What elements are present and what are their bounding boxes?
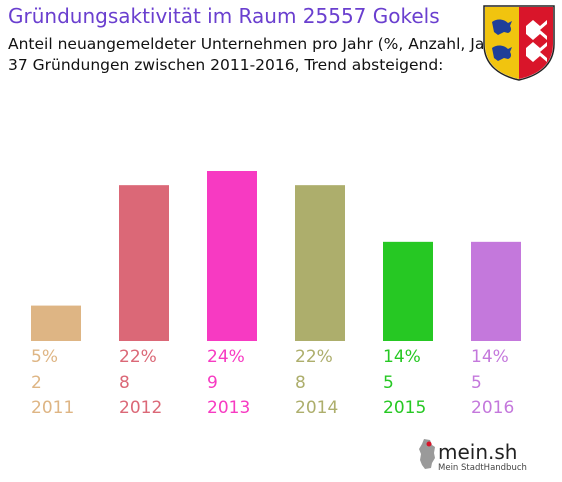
percent-label-2016: 14% xyxy=(471,347,509,367)
count-label-2015: 5 xyxy=(383,373,394,393)
year-label-2015: 2015 xyxy=(383,398,427,418)
logo-tagline: Mein StadtHandbuch xyxy=(438,463,527,473)
chart-title: Gründungsaktivität im Raum 25557 Gokels xyxy=(8,4,440,28)
percent-label-2012: 22% xyxy=(119,347,157,367)
count-label-2013: 9 xyxy=(207,373,218,393)
year-label-2016: 2016 xyxy=(471,398,515,418)
germany-map-icon xyxy=(419,439,435,469)
count-label-2012: 8 xyxy=(119,373,130,393)
chart-subtitle: Anteil neuangemeldeter Unternehmen pro J… xyxy=(8,35,507,53)
bar-2011 xyxy=(31,305,81,341)
year-label-2014: 2014 xyxy=(295,398,339,418)
year-label-2011: 2011 xyxy=(31,398,75,418)
count-label-2011: 2 xyxy=(31,373,42,393)
mein-sh-logo[interactable]: mein.sh Mein StadtHandbuch xyxy=(418,436,538,476)
year-label-2012: 2012 xyxy=(119,398,163,418)
year-label-2013: 2013 xyxy=(207,398,251,418)
count-label-2016: 5 xyxy=(471,373,482,393)
percent-label-2011: 5% xyxy=(31,347,58,367)
chart-summary: 37 Gründungen zwischen 2011-2016, Trend … xyxy=(8,56,444,74)
bar-2016 xyxy=(471,241,521,341)
percent-label-2015: 14% xyxy=(383,347,421,367)
coat-of-arms-icon xyxy=(483,5,555,81)
count-label-2014: 8 xyxy=(295,373,306,393)
percent-label-2013: 24% xyxy=(207,347,245,367)
percent-label-2014: 22% xyxy=(295,347,333,367)
logo-text: mein.sh xyxy=(438,440,518,464)
bar-2015 xyxy=(383,241,433,341)
bar-2012 xyxy=(119,185,169,341)
bar-2014 xyxy=(295,185,345,341)
bar-2013 xyxy=(207,171,257,341)
